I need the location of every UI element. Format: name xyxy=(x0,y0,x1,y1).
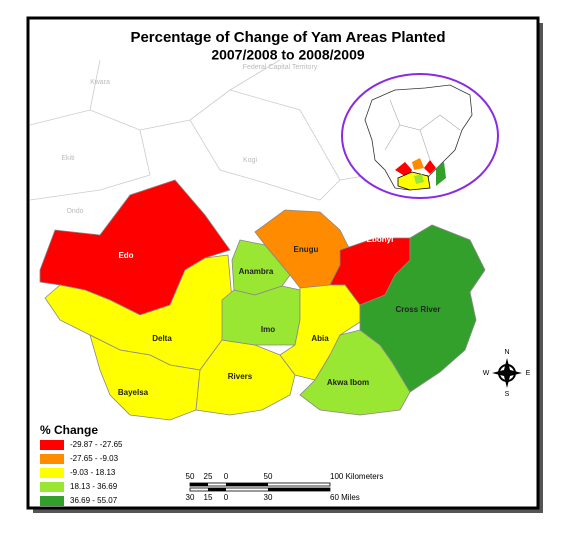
background-label: Ekiti xyxy=(61,155,75,162)
map-subtitle: 2007/2008 to 2008/2009 xyxy=(211,47,365,63)
state-label: Rivers xyxy=(228,372,253,381)
scale-label-mi: 60 Miles xyxy=(330,493,360,502)
state-label: Anambra xyxy=(239,267,274,276)
scale-segment xyxy=(226,483,268,486)
compass-letter: N xyxy=(504,349,509,356)
scale-label-mi: 15 xyxy=(204,493,213,502)
state-label: Akwa Ibom xyxy=(327,378,369,387)
compass-letter: S xyxy=(505,391,510,398)
scale-bar: 50 25 0 50 100 Kilometers 30 15 0 30 60 Miles xyxy=(186,472,384,502)
legend-swatch xyxy=(40,482,64,492)
scale-segment xyxy=(208,488,226,491)
inset-patch xyxy=(424,160,436,174)
legend-swatch xyxy=(40,468,64,478)
inset-patch xyxy=(412,158,424,170)
scale-label-mi: 30 xyxy=(186,493,195,502)
legend-swatch xyxy=(40,454,64,464)
states: Edo Delta Bayelsa Rivers Anambra Enugu Ebonyi I… xyxy=(39,179,486,421)
inset xyxy=(341,73,499,199)
background-label: Federal Capital Territory xyxy=(243,64,318,71)
state-label: Ebonyi xyxy=(367,235,394,244)
state-label: Delta xyxy=(152,334,172,343)
background-label: Ondo xyxy=(66,208,83,215)
legend-swatch xyxy=(40,496,64,506)
compass-letter: E xyxy=(526,370,531,377)
scale-label-km: 50 xyxy=(186,472,195,481)
state-label: Enugu xyxy=(294,245,319,254)
scale-segment xyxy=(190,483,208,486)
inset-patch xyxy=(436,162,446,186)
legend-swatch xyxy=(40,440,64,450)
legend-title: % Change xyxy=(40,423,98,437)
compass-letter: W xyxy=(483,370,490,377)
state-label: Edo xyxy=(118,251,133,260)
scale-label-km: 100 Kilometers xyxy=(330,472,383,481)
compass: N E S W xyxy=(483,349,531,398)
state-area xyxy=(359,224,486,393)
legend-label: -29.87 - -27.65 xyxy=(70,440,123,449)
background-label: Kwara xyxy=(90,79,110,86)
legend-label: 36.69 - 55.07 xyxy=(70,496,118,505)
map-title: Percentage of Change of Yam Areas Plante… xyxy=(130,29,445,46)
state-label: Abia xyxy=(311,334,329,343)
background-labels: Kwara Federal Capital Territory Ekiti Kogi O… xyxy=(61,64,317,215)
scale-label-mi: 30 xyxy=(264,493,273,502)
scale-label-km: 0 xyxy=(224,472,229,481)
scale-label-mi: 0 xyxy=(224,493,229,502)
scale-segment xyxy=(268,488,330,491)
scale-label-km: 50 xyxy=(264,472,273,481)
state-area xyxy=(221,285,301,346)
legend-label: -9.03 - 18.13 xyxy=(70,468,116,477)
state-label: Imo xyxy=(261,325,275,334)
inset-boundaries xyxy=(384,99,461,161)
state-label: Cross River xyxy=(396,305,441,314)
inset-patch xyxy=(414,174,424,184)
background-boundaries xyxy=(29,59,401,201)
background-label: Kogi xyxy=(243,157,257,164)
state-label: Bayelsa xyxy=(118,388,149,397)
state-area xyxy=(299,329,411,416)
legend: % Change -29.87 - -27.65 -27.65 - -9.03 -9… xyxy=(40,423,123,506)
legend-label: -27.65 - -9.03 xyxy=(70,454,119,463)
scale-label-km: 25 xyxy=(204,472,213,481)
compass-star xyxy=(492,358,522,388)
legend-label: 18.13 - 36.69 xyxy=(70,482,118,491)
